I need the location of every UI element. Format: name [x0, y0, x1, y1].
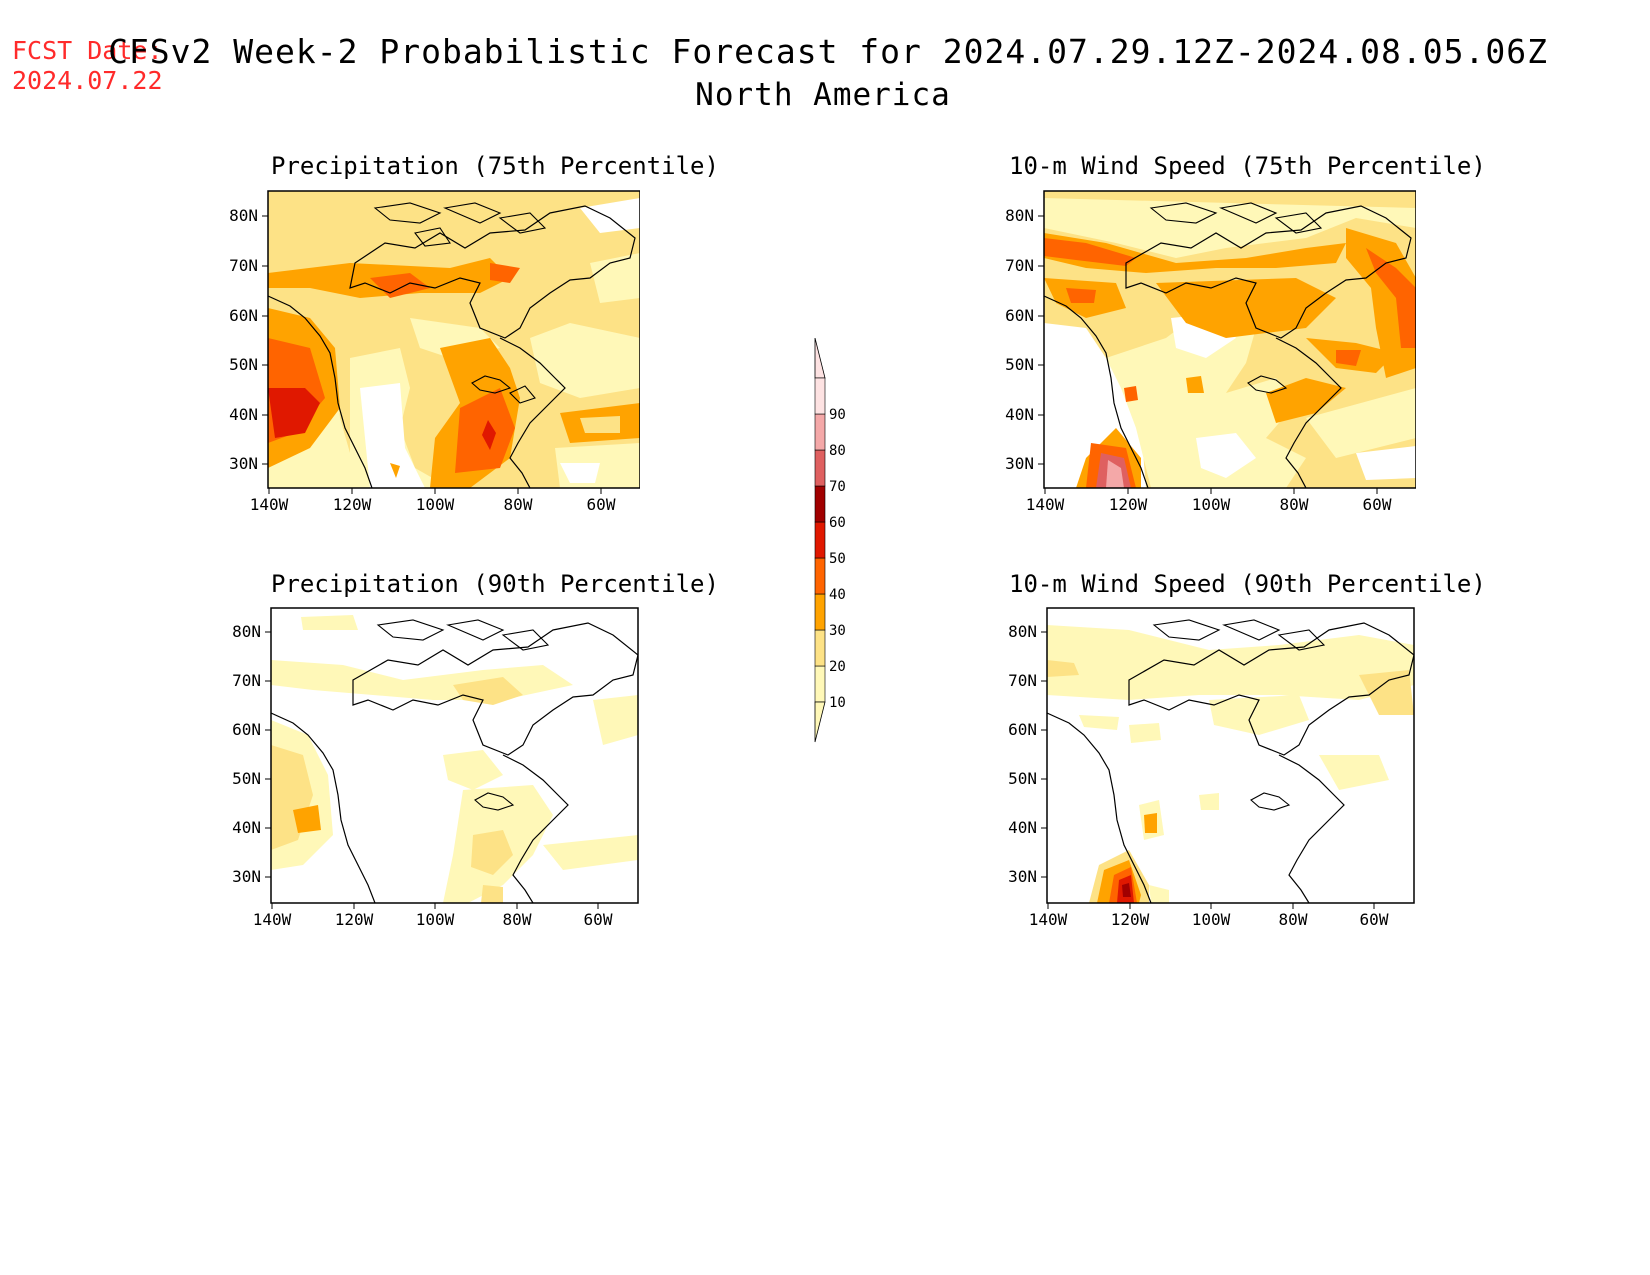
colorbar-label: 90: [829, 407, 846, 423]
panel-title-precip-75: Precipitation (75th Percentile): [271, 152, 719, 180]
lon-label: 80W: [503, 910, 532, 929]
lat-label: 50N: [232, 769, 261, 788]
lon-label: 100W: [416, 910, 455, 929]
colorbar-swatch: [814, 449, 826, 487]
panel-precip-90: 80N 70N 60N 50N 40N 30N 140W 120W 100W 8…: [203, 605, 643, 945]
lat-label: 30N: [1008, 867, 1037, 886]
colorbar-swatch: [814, 485, 826, 523]
lat-label: 50N: [1008, 769, 1037, 788]
lon-label: 120W: [333, 495, 372, 514]
lat-label: 70N: [232, 671, 261, 690]
lat-label: 60N: [229, 306, 258, 325]
lat-label: 70N: [1008, 671, 1037, 690]
lat-label: 40N: [1005, 405, 1034, 424]
lat-label: 40N: [232, 818, 261, 837]
panel-wind-90: 80N 70N 60N 50N 40N 30N 140W 120W 100W 8…: [979, 605, 1419, 945]
forecast-date-block: FCST Date: 2024.07.22: [12, 36, 163, 96]
lat-label: 40N: [1008, 818, 1037, 837]
colorbar-swatch: [814, 629, 826, 667]
lon-label: 80W: [504, 495, 533, 514]
panel-wind-75: 80N 70N 60N 50N 40N 30N 140W 120W 100W 8…: [976, 188, 1417, 528]
lat-label: 80N: [1008, 622, 1037, 641]
map-wind-90: 80N 70N 60N 50N 40N 30N 140W 120W 100W 8…: [1008, 607, 1415, 929]
colorbar: 10 20 30 40 50 60 70 80 90: [808, 337, 868, 748]
region-subtitle: North America: [695, 77, 951, 113]
colorbar-label: 50: [829, 551, 846, 567]
lon-label: 140W: [253, 910, 292, 929]
lon-label: 60W: [587, 495, 616, 514]
lat-label: 30N: [232, 867, 261, 886]
lat-label: 80N: [229, 206, 258, 225]
lon-label: 140W: [1026, 495, 1065, 514]
lat-label: 60N: [1008, 720, 1037, 739]
lat-label: 60N: [232, 720, 261, 739]
colorbar-svg: 10 20 30 40 50 60 70 80 90: [814, 337, 846, 743]
colorbar-label: 80: [829, 443, 846, 459]
colorbar-labels: 10 20 30 40 50 60 70 80 90: [829, 407, 846, 711]
forecast-date-label: FCST Date:: [12, 36, 163, 65]
lat-label: 50N: [229, 355, 258, 374]
lon-label: 80W: [1279, 910, 1308, 929]
colorbar-swatch: [814, 665, 826, 703]
colorbar-label: 60: [829, 515, 846, 531]
lon-label: 60W: [584, 910, 613, 929]
lat-label: 80N: [1005, 206, 1034, 225]
forecast-date-value: 2024.07.22: [12, 66, 163, 95]
colorbar-swatch: [814, 521, 826, 559]
lon-label: 120W: [335, 910, 374, 929]
colorbar-label: 10: [829, 695, 846, 711]
lon-label: 120W: [1109, 495, 1148, 514]
lat-label: 30N: [1005, 454, 1034, 473]
lon-label: 100W: [1192, 910, 1231, 929]
lon-label: 100W: [1192, 495, 1231, 514]
panel-title-wind-90: 10-m Wind Speed (90th Percentile): [1009, 570, 1486, 598]
lat-label: 30N: [229, 454, 258, 473]
lat-label: 60N: [1005, 306, 1034, 325]
colorbar-label: 70: [829, 479, 846, 495]
colorbar-swatch: [814, 377, 826, 415]
lon-label: 80W: [1280, 495, 1309, 514]
colorbar-swatch: [814, 413, 826, 451]
map-precip-90: 80N 70N 60N 50N 40N 30N 140W 120W 100W 8…: [232, 607, 639, 929]
lat-label: 40N: [229, 405, 258, 424]
lon-label: 140W: [1029, 910, 1068, 929]
lon-label: 60W: [1360, 910, 1389, 929]
lat-label: 80N: [232, 622, 261, 641]
colorbar-swatch: [814, 557, 826, 595]
lon-label: 60W: [1363, 495, 1392, 514]
colorbar-label: 30: [829, 623, 846, 639]
lon-label: 140W: [250, 495, 289, 514]
colorbar-label: 20: [829, 659, 846, 675]
main-title: CFSv2 Week-2 Probabilistic Forecast for …: [108, 32, 1548, 71]
lat-label: 70N: [1005, 256, 1034, 275]
colorbar-swatch: [814, 593, 826, 631]
map-wind-75: 80N 70N 60N 50N 40N 30N 140W 120W 100W 8…: [1005, 190, 1417, 514]
figure-title: CFSv2 Week-2 Probabilistic Forecast for …: [0, 32, 1650, 113]
lon-label: 120W: [1111, 910, 1150, 929]
panel-title-precip-90: Precipitation (90th Percentile): [271, 570, 719, 598]
colorbar-swatches: [814, 377, 826, 703]
colorbar-bottom-triangle: [814, 701, 826, 743]
colorbar-label: 40: [829, 587, 846, 603]
lon-label: 100W: [416, 495, 455, 514]
map-precip-75: 80N 70N 60N 50N 40N 30N 140W 120W 100W 8…: [229, 190, 641, 514]
colorbar-top-triangle: [814, 337, 826, 379]
panel-title-wind-75: 10-m Wind Speed (75th Percentile): [1009, 152, 1486, 180]
lat-label: 50N: [1005, 355, 1034, 374]
panel-precip-75: 80N 70N 60N 50N 40N 30N 140W 120W 100W 8…: [200, 188, 641, 528]
lat-label: 70N: [229, 256, 258, 275]
